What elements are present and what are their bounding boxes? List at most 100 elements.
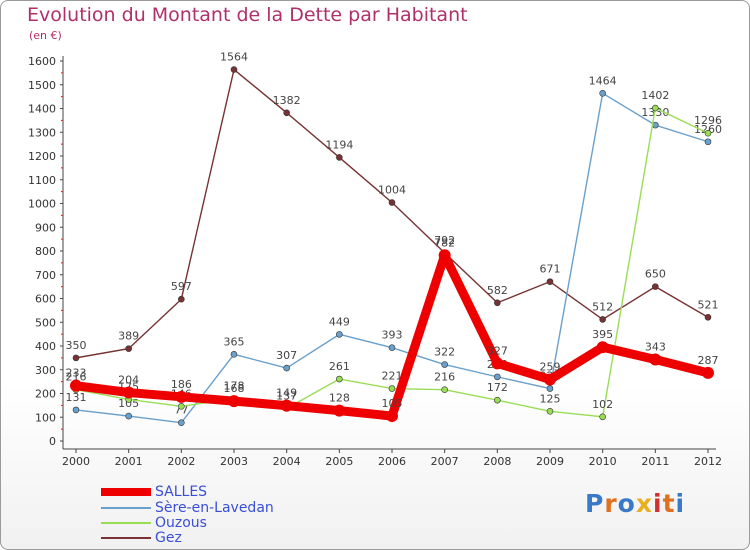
y-tick-label: 900	[35, 221, 56, 234]
data-label: 597	[171, 280, 192, 293]
series-line	[75, 68, 709, 359]
data-point	[178, 403, 185, 410]
logo-letter: x	[635, 489, 653, 518]
y-tick-label: 600	[35, 293, 56, 306]
data-label: 261	[329, 360, 350, 373]
data-point	[283, 364, 290, 372]
y-tick-label: 300	[35, 364, 56, 377]
legend-label: Ouzous	[155, 515, 207, 531]
y-tick-label: 500	[35, 316, 56, 329]
y-tick-label: 1000	[28, 198, 56, 211]
data-label: 105	[382, 397, 403, 410]
data-label: 128	[329, 392, 350, 405]
data-point	[336, 375, 343, 383]
data-label: 1194	[325, 138, 353, 151]
proxiti-logo: Proxiti	[585, 489, 685, 518]
data-point	[599, 413, 606, 421]
data-point	[652, 283, 659, 290]
data-label: 395	[592, 328, 613, 341]
data-point	[704, 129, 712, 137]
data-point	[388, 344, 396, 351]
y-tick-label: 1200	[28, 150, 56, 163]
data-label: 792	[434, 234, 455, 247]
data-label: 1330	[641, 106, 669, 119]
data-point	[122, 386, 135, 399]
data-label: 365	[224, 335, 245, 348]
data-point	[70, 379, 82, 392]
y-tick-label: 400	[35, 340, 56, 353]
data-point	[175, 390, 188, 403]
data-point	[438, 249, 451, 262]
data-point	[72, 354, 80, 362]
y-tick-label: 700	[35, 269, 56, 282]
data-label: 1260	[694, 123, 722, 136]
data-point	[702, 366, 714, 379]
data-label: 327	[487, 344, 508, 357]
x-tick-label: 2006	[378, 455, 406, 468]
data-point	[230, 66, 238, 73]
logo-letter: o	[617, 489, 636, 518]
data-label: 221	[382, 370, 403, 383]
y-tick-label: 100	[35, 411, 56, 424]
data-point	[704, 313, 712, 321]
y-tick-label: 1300	[28, 126, 56, 139]
data-label: 307	[276, 349, 297, 362]
data-point	[283, 109, 290, 117]
logo-letter: P	[585, 489, 605, 518]
logo-letter: r	[604, 489, 618, 518]
data-point	[388, 385, 396, 392]
data-point	[178, 295, 185, 303]
y-tick-label: 1500	[28, 79, 56, 92]
data-label: 77	[174, 404, 188, 417]
data-point	[333, 404, 346, 417]
data-label: 389	[118, 330, 139, 343]
legend-item-gez: Gez	[101, 530, 182, 546]
legend-item-sere-en-lavedan: Sère-en-Lavedan	[101, 500, 274, 516]
data-label: 204	[118, 374, 139, 387]
data-point	[336, 331, 343, 338]
data-point	[599, 90, 606, 97]
data-label: 512	[592, 300, 613, 313]
data-point	[72, 406, 80, 414]
data-label: 216	[434, 371, 455, 384]
data-label: 1402	[641, 89, 669, 102]
data-point	[280, 399, 293, 412]
x-tick-label: 2000	[62, 455, 90, 468]
data-point	[494, 396, 501, 404]
data-label: 1004	[378, 184, 406, 197]
x-tick-label: 2004	[273, 455, 301, 468]
logo-letter: i	[675, 489, 686, 518]
data-label: 650	[645, 268, 666, 281]
data-point	[491, 357, 504, 370]
data-label: 172	[487, 381, 508, 394]
legend-swatch	[101, 537, 151, 539]
data-label: 350	[66, 339, 87, 352]
data-label: 1382	[273, 94, 301, 107]
legend-label: SALLES	[155, 484, 208, 500]
x-tick-label: 2007	[431, 455, 459, 468]
data-label: 259	[540, 360, 561, 373]
y-tick-label: 200	[35, 388, 56, 401]
legend-item-ouzous: Ouzous	[101, 515, 207, 531]
data-point	[546, 385, 554, 392]
data-point	[544, 373, 556, 386]
x-tick-label: 2012	[694, 455, 722, 468]
x-tick-label: 2008	[483, 455, 511, 468]
data-point	[336, 154, 343, 161]
y-tick-label: 800	[35, 245, 56, 258]
data-label: 137	[276, 389, 297, 402]
data-label: 131	[66, 391, 87, 404]
data-point	[386, 410, 398, 423]
y-tick-label: 1600	[28, 55, 56, 68]
data-label: 233	[66, 367, 87, 380]
data-label: 1296	[694, 114, 722, 127]
data-point	[125, 345, 132, 352]
data-point	[546, 408, 554, 415]
data-label: 449	[329, 315, 350, 328]
data-label: 149	[276, 387, 297, 400]
data-point	[596, 341, 609, 354]
data-point	[388, 199, 396, 206]
data-label: 102	[592, 398, 613, 411]
